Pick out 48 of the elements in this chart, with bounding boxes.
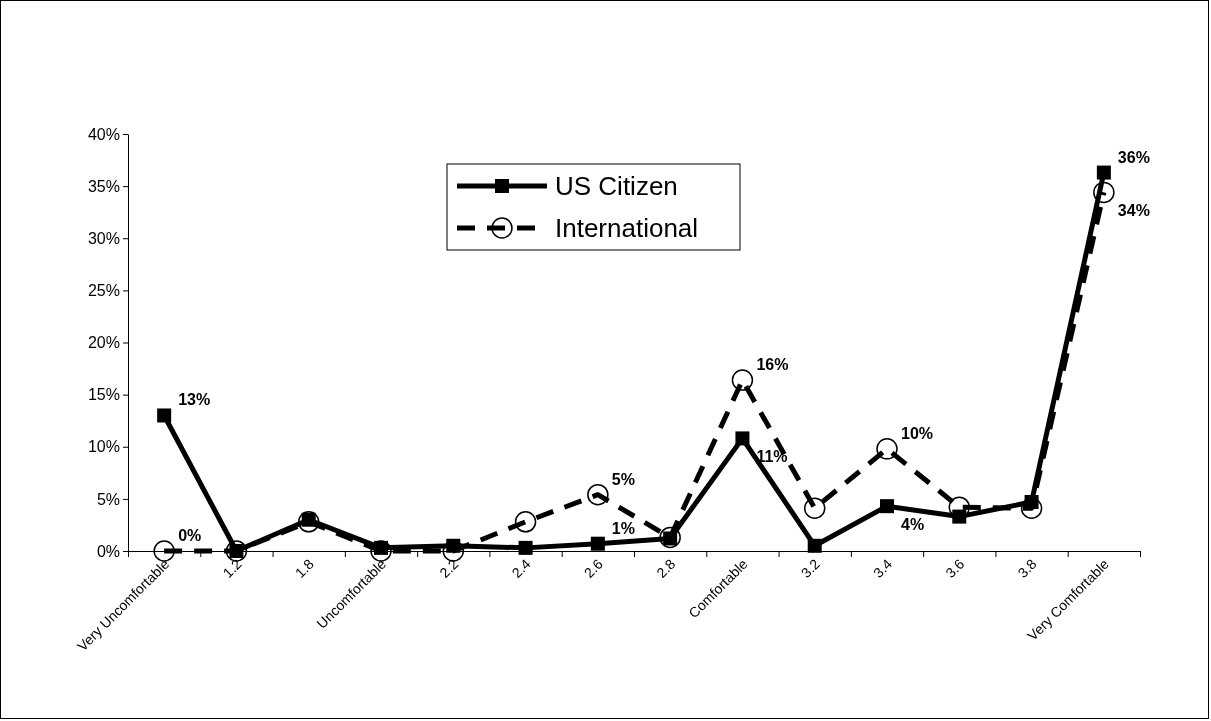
y-tick-label: 30% (87, 229, 120, 247)
data-label: 13% (178, 391, 211, 409)
x-tick-label: 3.2 (797, 555, 823, 581)
data-label: 16% (756, 356, 789, 374)
data-label: 0% (178, 527, 202, 544)
point (1093, 181, 1115, 204)
data-label: 10% (901, 424, 934, 442)
y-tick-label: 15% (87, 386, 120, 404)
point (370, 540, 392, 562)
point (587, 483, 609, 506)
point (157, 408, 172, 423)
point (153, 540, 175, 562)
x-tick-label: 3.6 (942, 555, 968, 581)
x-tick-label: 3.4 (870, 555, 896, 581)
y-tick-label: 20% (87, 334, 120, 352)
point (807, 538, 822, 553)
x-tick-label: 3.8 (1014, 555, 1040, 581)
point (803, 497, 826, 520)
point (297, 511, 320, 533)
point (1096, 165, 1111, 180)
x-tick-label: 1.2 (219, 555, 245, 581)
x-tick-label: 2.2 (436, 555, 462, 581)
x-tick-label: 2.6 (580, 555, 607, 581)
data-label: 34% (1117, 202, 1150, 220)
x-tick-label: 2.4 (508, 555, 534, 581)
point (876, 438, 898, 460)
point (518, 540, 533, 555)
y-tick-label: 0% (96, 542, 120, 560)
point (659, 526, 681, 549)
y-tick-label: 10% (87, 438, 120, 456)
y-tick-label: 5% (96, 490, 120, 508)
legend-label: US Citizen (555, 171, 678, 201)
x-tick-label: 2.8 (653, 555, 679, 581)
y-tick-label: 35% (87, 177, 120, 195)
data-label: 36% (1117, 148, 1150, 166)
x-tick-label: 1.8 (291, 555, 317, 581)
data-label: 5% (611, 470, 635, 488)
point (735, 431, 750, 446)
data-label: 1% (611, 519, 635, 537)
point (731, 369, 754, 391)
legend-label: International (555, 213, 699, 243)
point (880, 499, 894, 514)
y-tick-label: 25% (87, 281, 120, 299)
point (1020, 497, 1043, 520)
y-tick-label: 40% (87, 125, 120, 143)
data-label: 4% (901, 516, 925, 534)
point (514, 511, 537, 533)
point (590, 536, 605, 551)
